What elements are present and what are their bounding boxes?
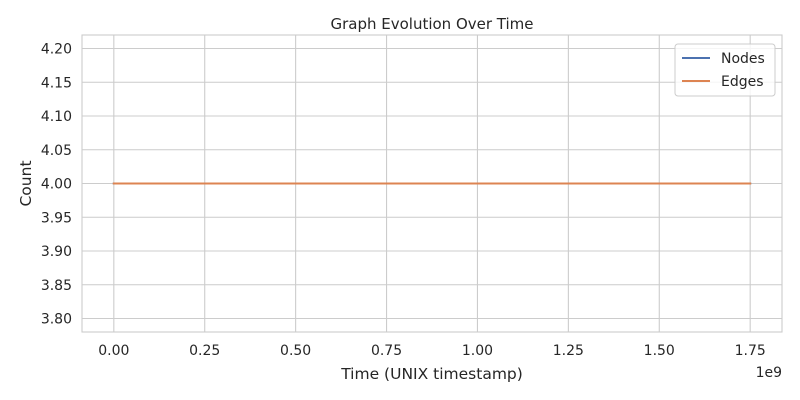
chart-title: Graph Evolution Over Time — [330, 15, 533, 33]
plot-frame — [81, 34, 783, 333]
y-tick-label: 3.95 — [41, 210, 72, 226]
legend-label-nodes: Nodes — [721, 51, 765, 67]
y-tick-label: 4.20 — [41, 42, 72, 58]
y-tick-label: 4.15 — [41, 75, 72, 91]
legend-label-edges: Edges — [721, 74, 764, 90]
legend: Nodes Edges — [674, 43, 776, 97]
x-tick-label: 0.75 — [371, 343, 402, 359]
x-tick-label: 1.75 — [735, 343, 766, 359]
y-tick-label: 4.05 — [41, 143, 72, 159]
x-axis-label: Time (UNIX timestamp) — [340, 365, 523, 383]
y-tick-label: 4.00 — [41, 177, 72, 193]
y-axis-label: Count — [17, 160, 35, 206]
x-axis-offset-label: 1e9 — [756, 365, 782, 381]
x-tick-label: 0.50 — [280, 343, 311, 359]
x-tick-label: 1.50 — [644, 343, 675, 359]
y-tick-label: 3.90 — [41, 244, 72, 260]
x-tick-label: 1.00 — [462, 343, 493, 359]
y-tick-label: 3.80 — [41, 312, 72, 328]
x-tick-label: 0.00 — [98, 343, 129, 359]
y-tick-label: 4.10 — [41, 109, 72, 125]
x-tick-label: 0.25 — [189, 343, 220, 359]
tick-label-layer: 0.00 0.25 0.50 0.75 1.00 1.25 1.50 1.75 3.80 3.85… — [41, 42, 766, 360]
x-tick-label: 1.25 — [553, 343, 584, 359]
y-tick-label: 3.85 — [41, 278, 72, 294]
